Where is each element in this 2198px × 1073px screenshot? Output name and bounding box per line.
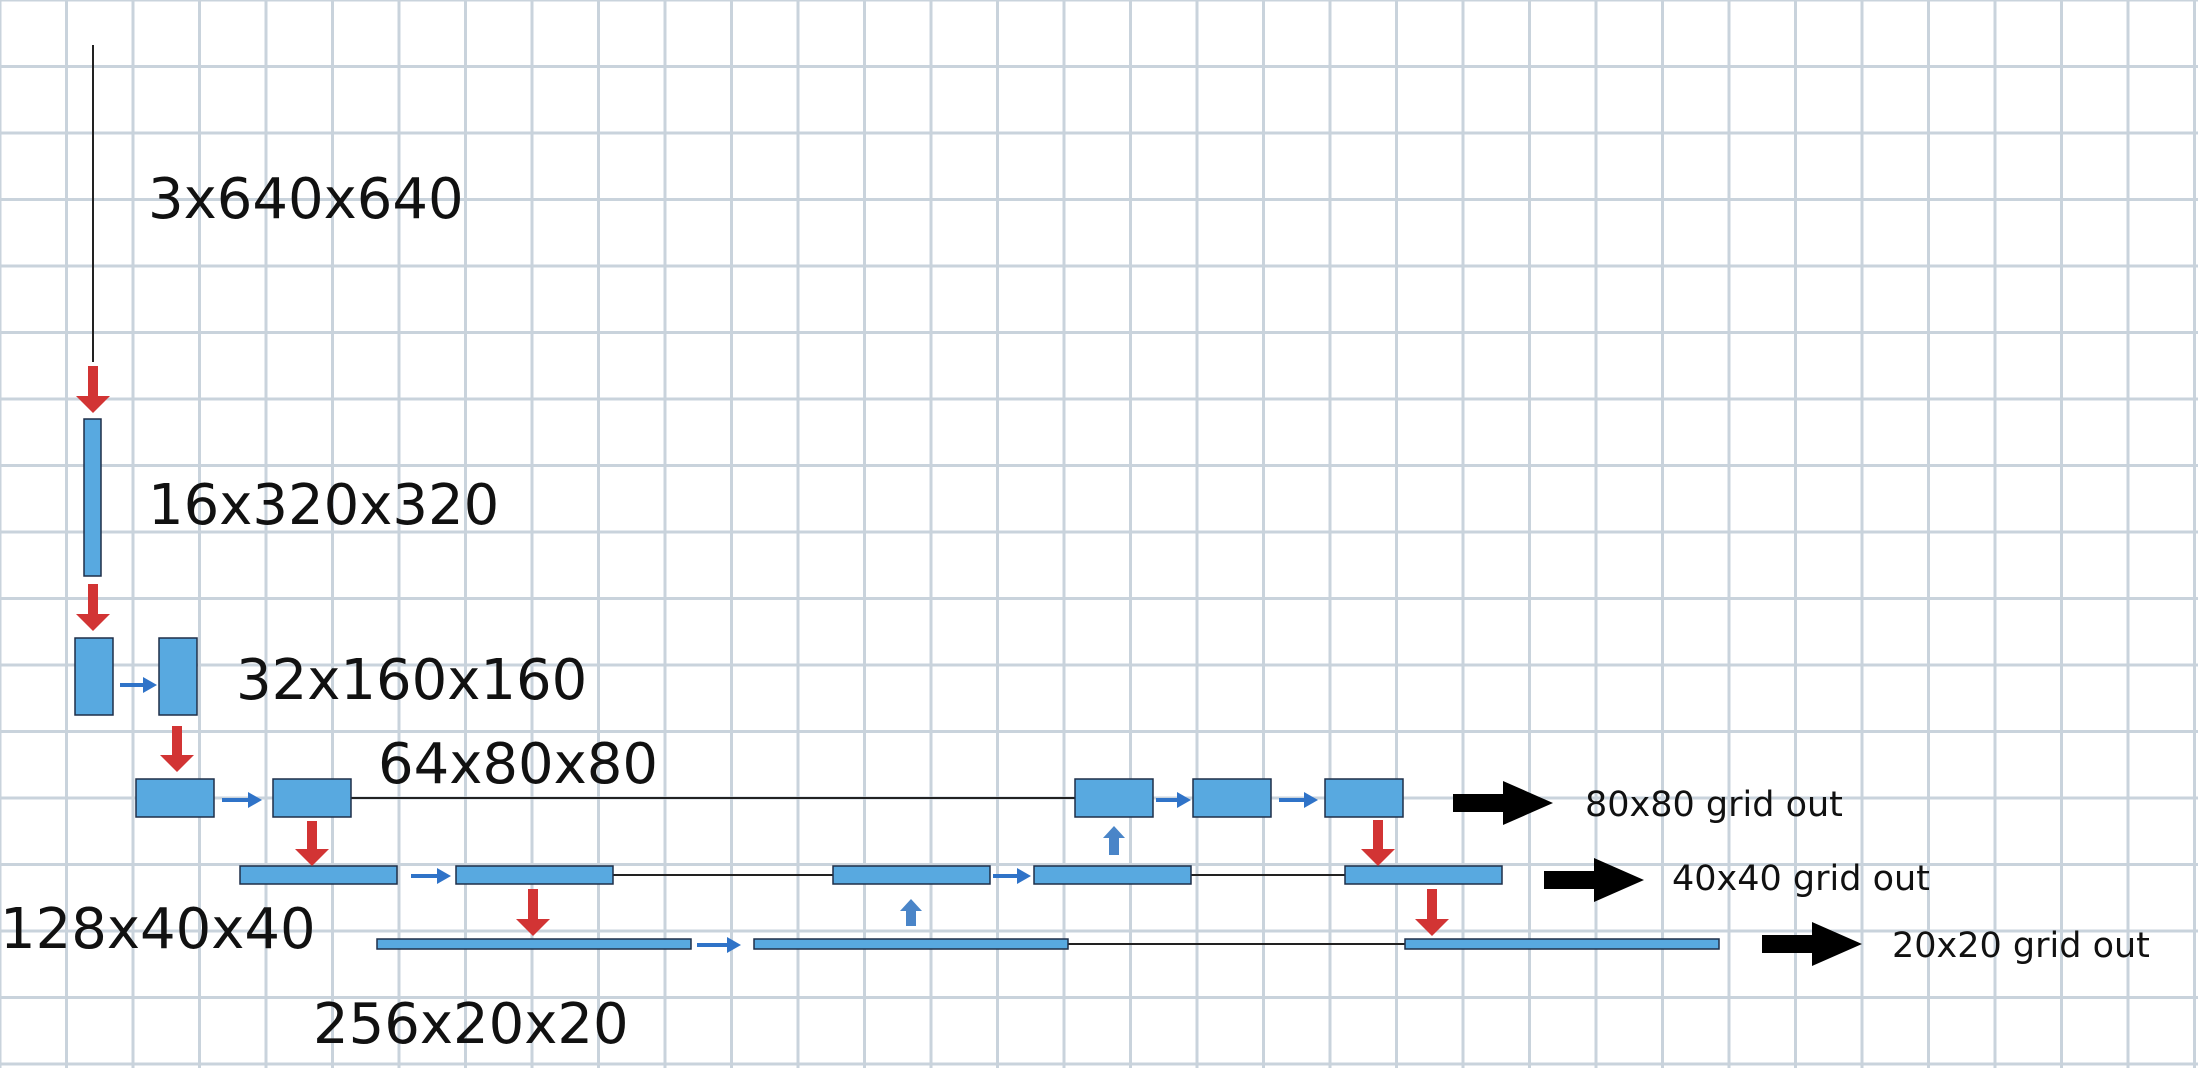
downsample-arrow-6 bbox=[1361, 820, 1395, 866]
upsample-arrow-1 bbox=[900, 899, 922, 926]
block-256-b bbox=[753, 938, 1069, 950]
flow-arrows bbox=[76, 366, 1862, 966]
downsample-arrow-4 bbox=[295, 821, 329, 866]
flow-arrow-32 bbox=[143, 677, 157, 693]
block-64-d bbox=[1192, 778, 1272, 818]
flow-arrow-64-c bbox=[1304, 792, 1318, 808]
output-80-label: 80x80 grid out bbox=[1585, 785, 1843, 825]
downsample-arrow-5 bbox=[516, 889, 550, 936]
connector-lines bbox=[92, 45, 1405, 945]
output-arrow-40 bbox=[1544, 858, 1644, 902]
block-64-b bbox=[272, 778, 352, 818]
flow-arrow-256 bbox=[727, 937, 741, 953]
output-arrow-20 bbox=[1762, 922, 1862, 966]
output-40-label: 40x40 grid out bbox=[1672, 859, 1930, 899]
block-128-e bbox=[1344, 865, 1503, 885]
block-256-c bbox=[1404, 938, 1720, 950]
flow-arrow-128-b bbox=[1017, 868, 1031, 884]
block-64-c bbox=[1074, 778, 1154, 818]
feature-blocks bbox=[74, 418, 1720, 950]
level2-size-label: 32x160x160 bbox=[236, 648, 588, 713]
output-20-label: 20x20 grid out bbox=[1892, 926, 2150, 966]
block-64-a bbox=[135, 778, 215, 818]
downsample-arrow-7 bbox=[1415, 889, 1449, 936]
level3-size-label: 64x80x80 bbox=[378, 732, 659, 797]
upsample-arrow-2 bbox=[1103, 826, 1125, 855]
downsample-arrow-2 bbox=[76, 584, 110, 631]
level4-size-label: 128x40x40 bbox=[0, 897, 316, 962]
input-size-label: 3x640x640 bbox=[148, 167, 464, 232]
output-arrow-80 bbox=[1453, 781, 1553, 825]
downsample-arrow-3 bbox=[160, 726, 194, 772]
downsample-arrow-1 bbox=[76, 366, 110, 413]
block-16x320 bbox=[83, 418, 102, 577]
block-128-c bbox=[832, 865, 991, 885]
block-32-b bbox=[158, 637, 198, 716]
block-128-a bbox=[239, 865, 398, 885]
flow-arrow-64-a bbox=[248, 792, 262, 808]
block-128-b bbox=[455, 865, 614, 885]
level5-size-label: 256x20x20 bbox=[313, 992, 629, 1057]
block-256-a bbox=[376, 938, 692, 950]
block-32-a bbox=[74, 637, 114, 716]
block-128-d bbox=[1033, 865, 1192, 885]
level1-size-label: 16x320x320 bbox=[148, 473, 500, 538]
flow-arrow-128-a bbox=[437, 868, 451, 884]
block-64-e bbox=[1324, 778, 1404, 818]
flow-arrow-64-b bbox=[1177, 792, 1191, 808]
